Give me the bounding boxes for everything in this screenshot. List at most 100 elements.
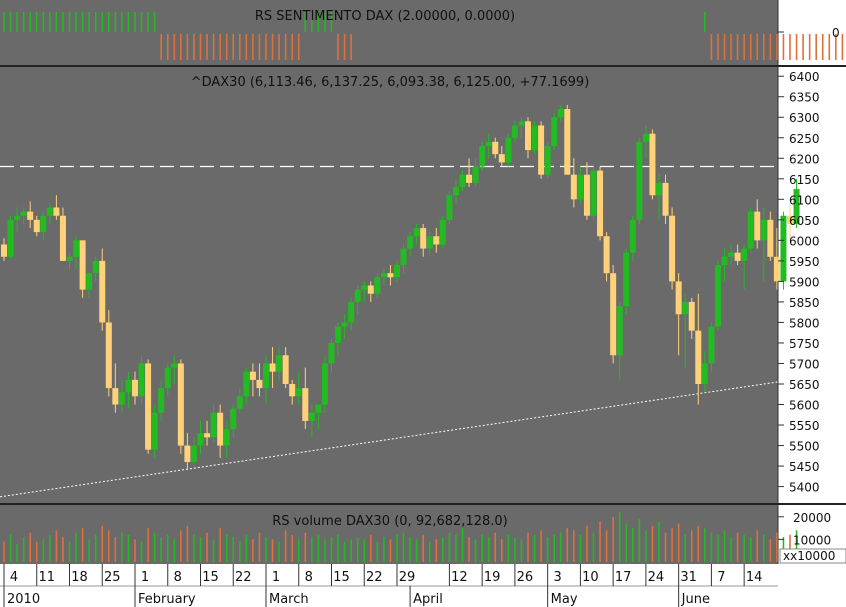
candle-body bbox=[642, 133, 649, 142]
x-tick-label: 1 bbox=[141, 570, 149, 585]
volume-tick-label: 10000 bbox=[793, 533, 831, 547]
candle-body bbox=[335, 326, 342, 343]
candle-body bbox=[741, 248, 748, 261]
candle-body bbox=[623, 252, 630, 307]
candle-body bbox=[452, 187, 459, 196]
candle-body bbox=[656, 182, 662, 196]
x-tick-label: 8 bbox=[174, 570, 182, 585]
candle-body bbox=[223, 429, 230, 446]
candle-body bbox=[387, 273, 394, 278]
candle-body bbox=[125, 379, 132, 393]
price-tick-label: 6150 bbox=[789, 173, 820, 187]
x-tick-label: 22 bbox=[366, 570, 383, 585]
candle-body bbox=[413, 228, 420, 237]
right-axis-area bbox=[778, 0, 846, 564]
candle-body bbox=[132, 379, 138, 397]
candle-body bbox=[459, 174, 466, 188]
candle-body bbox=[472, 166, 479, 183]
price-tick-label: 6000 bbox=[789, 234, 820, 248]
candle-body bbox=[151, 412, 158, 450]
candle-body bbox=[479, 145, 486, 167]
candle-body bbox=[308, 412, 315, 421]
month-label: 2010 bbox=[7, 592, 40, 607]
candle-body bbox=[400, 248, 407, 265]
candle-body bbox=[86, 273, 93, 290]
candle-body bbox=[714, 264, 721, 327]
candle-body bbox=[721, 256, 728, 265]
candle-body bbox=[787, 215, 793, 224]
x-tick-label: 24 bbox=[648, 570, 665, 585]
price-tick-label: 5400 bbox=[789, 481, 820, 495]
candle-body bbox=[538, 125, 545, 175]
candle-body bbox=[295, 388, 302, 397]
candle-body bbox=[321, 363, 328, 405]
candle-body bbox=[197, 433, 204, 446]
candle-body bbox=[570, 174, 577, 200]
x-tick-label: 8 bbox=[305, 570, 313, 585]
x-tick-label: 7 bbox=[717, 570, 725, 585]
candle-body bbox=[289, 383, 296, 397]
candle-body bbox=[773, 256, 780, 282]
price-tick-label: 5700 bbox=[789, 357, 820, 371]
candle-body bbox=[315, 404, 322, 413]
candle-body bbox=[583, 174, 590, 216]
candle-body bbox=[105, 322, 112, 389]
y-axes: 0 5400 5450 5500 5550 5600 5650 5700 5750 5800 585… bbox=[778, 26, 840, 547]
candle-body bbox=[184, 445, 191, 462]
x-tick-label: 4 bbox=[10, 570, 18, 585]
price-tick-label: 5850 bbox=[789, 296, 820, 310]
candle-body bbox=[361, 285, 368, 290]
x-tick-label: 15 bbox=[333, 570, 350, 585]
candle-body bbox=[374, 277, 381, 294]
candle-body bbox=[230, 408, 237, 430]
candle-body bbox=[734, 252, 741, 261]
candle-body bbox=[780, 215, 787, 282]
candle-body bbox=[210, 412, 217, 438]
candle-body bbox=[99, 260, 106, 323]
candle-body bbox=[92, 260, 99, 274]
candle-body bbox=[629, 219, 636, 253]
candle-body bbox=[269, 363, 276, 372]
candle-body bbox=[217, 412, 224, 446]
candle-body bbox=[145, 363, 152, 450]
candle-body bbox=[793, 189, 800, 224]
candle-body bbox=[616, 306, 623, 356]
candle-body bbox=[662, 182, 669, 216]
volume-title: RS volume DAX30 (0, 92,682,128.0) bbox=[272, 514, 507, 529]
candle-body bbox=[485, 141, 492, 146]
price-tick-label: 5750 bbox=[789, 337, 820, 351]
trendline bbox=[0, 381, 779, 498]
candle-body bbox=[171, 363, 178, 368]
candle-body bbox=[511, 125, 518, 138]
candle-body bbox=[682, 301, 689, 315]
volume-unit-box bbox=[779, 548, 846, 564]
x-tick-label: 31 bbox=[680, 570, 697, 585]
month-label: June bbox=[681, 592, 710, 607]
candle-body bbox=[695, 330, 702, 384]
candle-body bbox=[610, 273, 617, 356]
candle-body bbox=[190, 445, 197, 462]
candle-body bbox=[20, 211, 27, 216]
candle-body bbox=[348, 301, 355, 323]
candle-body bbox=[439, 219, 446, 245]
candle-body bbox=[177, 363, 184, 446]
candle-body bbox=[590, 170, 597, 216]
candle-body bbox=[59, 215, 66, 261]
volume-unit: xx10000 bbox=[783, 549, 835, 563]
x-tick-label: 3 bbox=[554, 570, 562, 585]
candle-body bbox=[33, 219, 40, 233]
candle-body bbox=[112, 388, 119, 405]
price-tick-label: 5600 bbox=[789, 399, 820, 413]
price-tick-label: 6350 bbox=[789, 91, 820, 105]
x-axis: 4 11 18 25 1 8 15 22 1 8 15 22 29 12 19 26 3 10 17 24 31 7 142… bbox=[3, 564, 762, 607]
candle-body bbox=[249, 371, 256, 380]
candle-body bbox=[243, 371, 250, 397]
sentiment-tick-label: 0 bbox=[832, 26, 840, 40]
candle-body bbox=[341, 322, 348, 327]
candle-body bbox=[505, 137, 512, 163]
candle-body bbox=[518, 121, 525, 126]
candle-body bbox=[7, 219, 14, 257]
price-layer bbox=[0, 104, 800, 498]
price-tick-label: 6250 bbox=[789, 132, 820, 146]
